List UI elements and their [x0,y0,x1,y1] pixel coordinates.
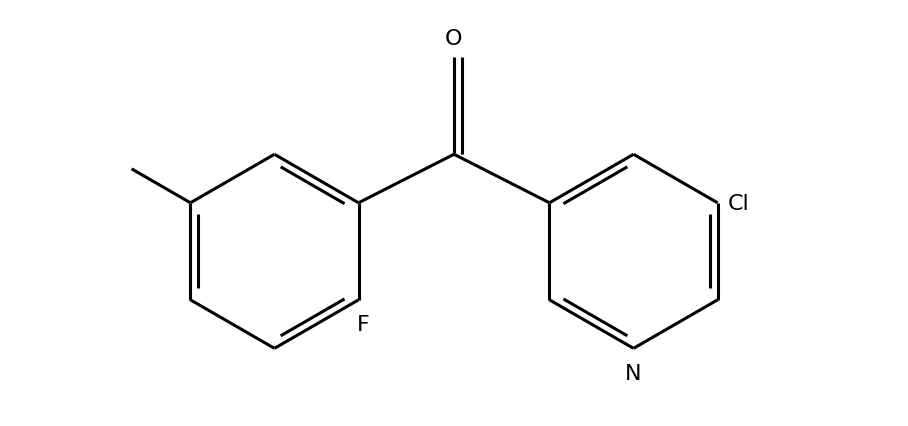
Text: F: F [357,315,370,334]
Text: Cl: Cl [727,193,749,213]
Text: N: N [626,363,642,383]
Text: O: O [445,29,463,49]
